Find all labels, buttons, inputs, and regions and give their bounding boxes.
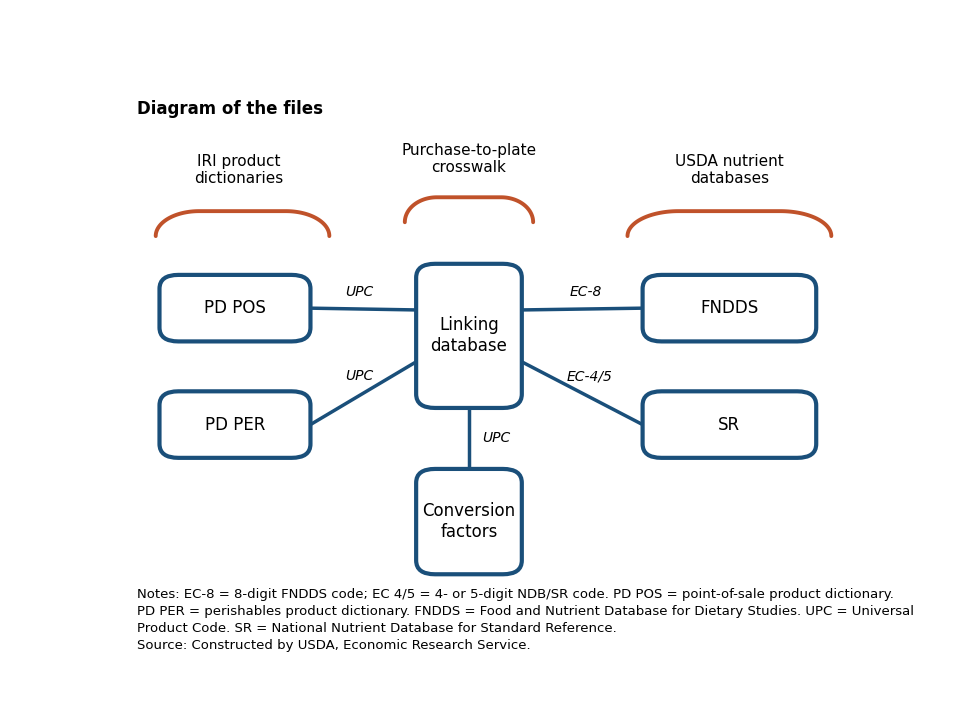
FancyBboxPatch shape bbox=[643, 391, 816, 458]
FancyBboxPatch shape bbox=[160, 275, 311, 341]
Text: IRI product
dictionaries: IRI product dictionaries bbox=[194, 154, 283, 186]
Text: SR: SR bbox=[719, 415, 740, 433]
FancyBboxPatch shape bbox=[643, 275, 816, 341]
FancyBboxPatch shape bbox=[160, 391, 311, 458]
Text: EC-4/5: EC-4/5 bbox=[567, 369, 613, 383]
Text: UPC: UPC bbox=[346, 285, 374, 299]
Text: FNDDS: FNDDS bbox=[700, 299, 759, 317]
FancyBboxPatch shape bbox=[416, 264, 522, 408]
FancyBboxPatch shape bbox=[416, 469, 522, 575]
Text: EC-8: EC-8 bbox=[570, 285, 602, 299]
Text: USDA nutrient
databases: USDA nutrient databases bbox=[675, 154, 784, 186]
Text: Notes: EC-8 = 8-digit FNDDS code; EC 4/5 = 4- or 5-digit NDB/SR code. PD POS = p: Notes: EC-8 = 8-digit FNDDS code; EC 4/5… bbox=[136, 588, 914, 652]
Text: PD PER: PD PER bbox=[205, 415, 265, 433]
Text: Diagram of the files: Diagram of the files bbox=[136, 100, 322, 118]
Text: Conversion
factors: Conversion factors bbox=[423, 503, 515, 541]
Text: Purchase-to-plate
crosswalk: Purchase-to-plate crosswalk bbox=[401, 143, 537, 175]
Text: UPC: UPC bbox=[346, 369, 374, 383]
Text: UPC: UPC bbox=[482, 431, 510, 446]
Text: PD POS: PD POS bbox=[204, 299, 266, 317]
Text: Linking
database: Linking database bbox=[431, 317, 507, 355]
